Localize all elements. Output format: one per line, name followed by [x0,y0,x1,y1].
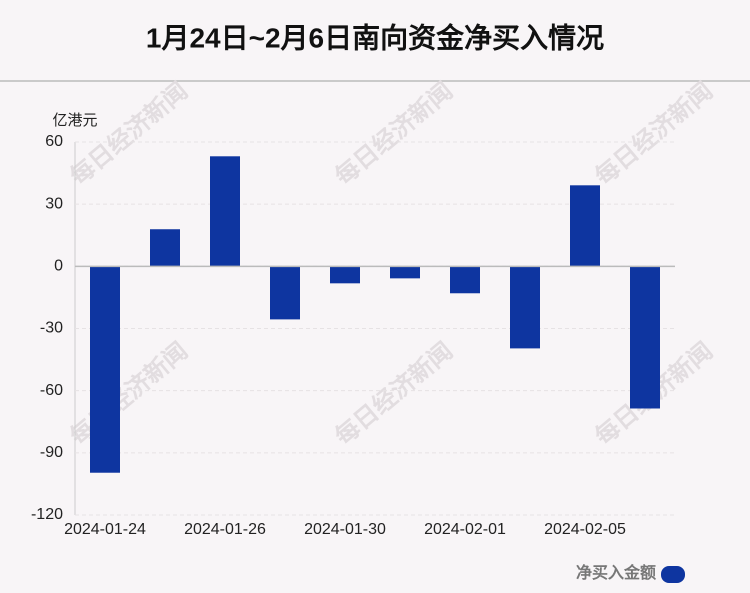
bar [90,266,120,473]
y-tick-label: -120 [31,506,63,523]
chart-title: 1月24日~2月6日南向资金净买入情况 [146,21,604,53]
y-tick-label: 60 [45,133,63,150]
y-tick-label: 0 [54,258,63,275]
bar [270,266,300,320]
x-tick-label: 2024-01-30 [304,521,386,538]
watermark: 每日经济新闻 [330,77,458,191]
watermark: 每日经济新闻 [590,77,718,191]
watermark: 每日经济新闻 [330,337,458,451]
x-tick-label: 2024-02-01 [424,521,506,538]
y-tick-label: -60 [40,382,63,399]
bar [570,185,600,267]
y-tick-label: -30 [40,320,63,337]
y-tick-label: -90 [40,444,63,461]
y-tick-label: 30 [45,195,63,212]
bar [450,266,480,294]
bar [330,266,360,284]
bar [510,266,540,349]
y-unit: 亿港元 [52,112,97,129]
x-tick-label: 2024-01-26 [184,521,266,538]
bar [630,266,660,409]
bar [390,266,420,279]
legend-swatch [661,566,685,583]
x-tick-label: 2024-02-05 [544,521,626,538]
watermark: 每日经济新闻 [65,77,193,191]
bar [210,156,240,267]
bar [150,229,180,267]
x-tick-label: 2024-01-24 [64,521,146,538]
legend-label: 净买入金额 [576,563,656,582]
watermark: 每日经济新闻 [65,337,193,451]
